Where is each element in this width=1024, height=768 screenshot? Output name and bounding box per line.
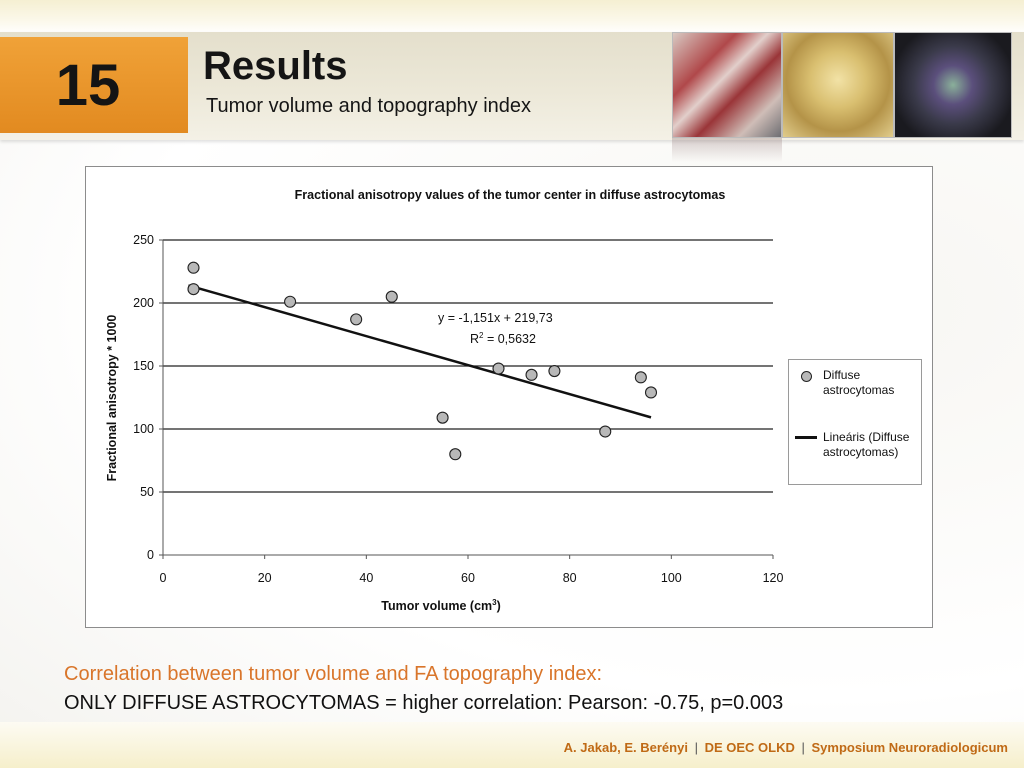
footer-band	[0, 722, 1024, 768]
legend-item-trendline: Lineáris (Diffuse astrocytomas)	[823, 430, 910, 459]
legend-marker-icon	[801, 371, 812, 382]
legend-item-points: Diffuse astrocytomas	[823, 368, 895, 397]
data-point	[385, 290, 398, 303]
y-tick-label: 50	[140, 485, 154, 499]
y-tick-labels: 0 50 100 150 200 250	[133, 233, 154, 562]
data-point	[525, 368, 538, 381]
x-tick-label: 0	[160, 571, 167, 585]
x-tick-label: 80	[563, 571, 577, 585]
slide-subtitle: Tumor volume and topography index	[206, 95, 531, 117]
data-point	[436, 411, 449, 424]
footer: A. Jakab, E. Berényi | DE OEC OLKD | Sym…	[564, 740, 1008, 755]
slide-title: Results	[203, 44, 348, 88]
regression-equation: y = -1,151x + 219,73	[438, 311, 553, 325]
data-point	[599, 425, 612, 438]
caption-line-2: ONLY DIFFUSE ASTROCYTOMAS = higher corre…	[64, 692, 784, 714]
footer-authors: A. Jakab, E. Berényi	[563, 740, 688, 755]
trendline	[188, 284, 652, 419]
data-points	[187, 261, 658, 461]
footer-org: DE OEC OLKD	[704, 740, 795, 755]
data-point	[548, 364, 561, 378]
data-point	[492, 362, 505, 375]
data-point	[644, 386, 658, 399]
grid-lines	[159, 239, 773, 556]
x-tick-label: 100	[661, 571, 682, 585]
footer-separator: |	[694, 740, 698, 755]
y-tick-label: 0	[147, 548, 154, 562]
caption: Correlation between tumor volume and FA …	[64, 660, 1004, 718]
caption-line-1: Correlation between tumor volume and FA …	[64, 663, 603, 685]
data-point	[187, 283, 200, 296]
slide-number: 15	[0, 37, 188, 133]
top-strip	[0, 0, 1024, 34]
x-tick-label: 60	[461, 571, 475, 585]
header-images	[672, 32, 1012, 138]
x-axis-label: Tumor volume (cm3)	[381, 598, 501, 613]
y-tick-label: 100	[133, 422, 154, 436]
y-tick-label: 200	[133, 296, 154, 310]
chart-title: Fractional anisotropy values of the tumo…	[295, 188, 726, 202]
x-tick-label: 20	[258, 571, 272, 585]
y-axis-label: Fractional anisotropy * 1000	[105, 315, 119, 482]
footer-separator: |	[801, 740, 805, 755]
data-point	[284, 295, 297, 308]
data-point	[634, 371, 647, 384]
brain-vessels-image	[672, 32, 782, 138]
data-point	[187, 261, 200, 274]
x-tick-labels: 0 20 40 60 80 100 120	[160, 555, 784, 585]
scatter-chart: Fractional anisotropy values of the tumo…	[105, 188, 784, 613]
x-tick-label: 120	[763, 571, 784, 585]
image-reflection	[672, 138, 782, 162]
data-point	[449, 448, 462, 461]
data-point	[350, 313, 363, 326]
legend-line-icon	[795, 436, 817, 439]
y-tick-label: 150	[133, 359, 154, 373]
dti-mri-image	[894, 32, 1012, 138]
chart-container: Fractional anisotropy values of the tumo…	[85, 166, 933, 628]
x-tick-label: 40	[359, 571, 373, 585]
y-tick-label: 250	[133, 233, 154, 247]
tumor-specimen-image	[782, 32, 894, 138]
chart-legend: Diffuse astrocytomas Lineáris (Diffuse a…	[788, 359, 922, 485]
r-squared-label: R2 = 0,5632	[470, 331, 536, 346]
footer-event: Symposium Neuroradiologicum	[811, 740, 1008, 755]
